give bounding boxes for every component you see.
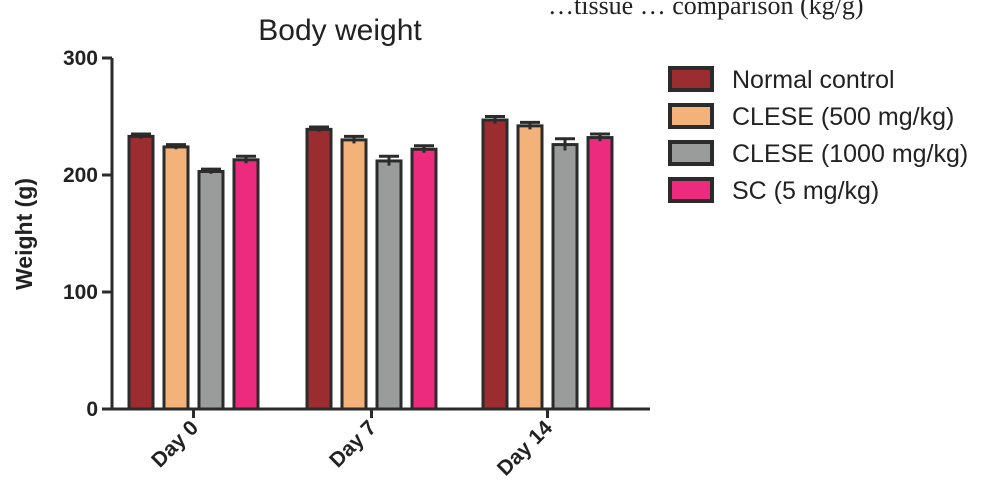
bar — [410, 147, 438, 411]
x-tick-labels: Day 0 Day 7 Day 14 — [147, 416, 557, 480]
legend-swatch — [668, 103, 714, 129]
bar — [551, 143, 579, 411]
bar — [516, 124, 544, 411]
legend: Normal control CLESE (500 mg/kg) CLESE (10… — [668, 66, 968, 205]
y-tick-label: 0 — [86, 398, 98, 421]
bar — [162, 145, 190, 411]
legend-label: CLESE (500 mg/kg) — [732, 103, 954, 131]
bar — [305, 127, 333, 411]
bar — [197, 169, 225, 411]
bar — [340, 138, 368, 411]
x-tick-label: Day 7 — [325, 416, 381, 472]
y-axis-label: Weight (g) — [11, 178, 37, 290]
y-tick-label: 200 — [63, 164, 98, 187]
legend-swatch — [668, 66, 714, 92]
x-tick-label: Day 14 — [493, 416, 557, 480]
legend-swatch — [668, 177, 714, 203]
x-tick-label: Day 0 — [147, 416, 203, 472]
chart-title: Body weight — [258, 14, 422, 47]
bar — [127, 134, 155, 411]
bar — [481, 118, 509, 411]
y-tick-label: 100 — [63, 281, 98, 304]
y-tick-label: 300 — [63, 47, 98, 70]
legend-swatch — [668, 140, 714, 166]
legend-label: Normal control — [732, 66, 895, 94]
bar — [232, 158, 260, 411]
bar — [375, 159, 403, 411]
bar — [586, 136, 614, 411]
legend-label: SC (5 mg/kg) — [732, 177, 879, 205]
cropped-header-text: …tissue … comparison (kg/g) — [548, 0, 864, 20]
bars — [127, 115, 614, 411]
legend-label: CLESE (1000 mg/kg) — [732, 140, 968, 168]
